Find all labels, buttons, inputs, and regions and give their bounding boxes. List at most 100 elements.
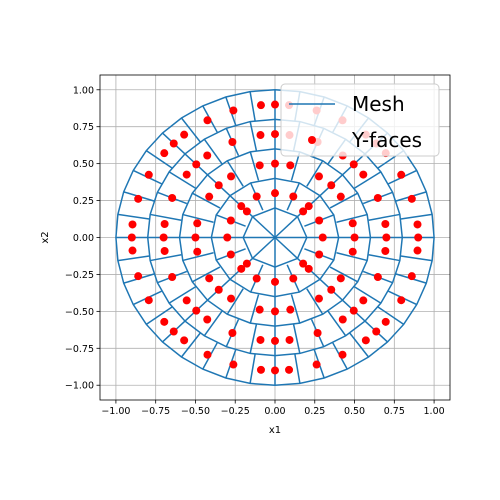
mesh-spoke <box>249 324 258 354</box>
y-faces-point <box>381 220 390 229</box>
mesh-spoke <box>180 332 201 358</box>
y-faces-point <box>160 246 169 255</box>
y-faces-point <box>252 192 261 201</box>
y-faces-point <box>414 233 423 242</box>
y-faces-point <box>160 317 169 326</box>
y-faces-point <box>205 274 214 283</box>
y-faces-point <box>237 202 246 211</box>
y-faces-point <box>237 264 246 273</box>
y-faces-point <box>348 219 357 228</box>
y-faces-point <box>327 285 336 294</box>
x-tick-label: 1.00 <box>424 406 445 417</box>
y-faces-point <box>397 296 406 305</box>
y-faces-point <box>397 170 406 179</box>
mesh-spoke <box>274 236 299 259</box>
mesh-spoke <box>290 294 301 324</box>
y-faces-point <box>299 207 308 216</box>
y-faces-point <box>289 192 298 201</box>
y-faces-point <box>361 336 370 345</box>
y-faces-point <box>271 100 279 109</box>
axis-ticks: −1.00 −0.75 −0.50 −0.25 0.00 0.25 0.50 0.75 1.00… <box>65 85 445 417</box>
mesh-spoke <box>329 266 359 283</box>
y-faces-point <box>229 360 238 369</box>
y-faces-point <box>255 305 264 314</box>
y-faces-point <box>168 193 177 202</box>
y-faces-point <box>349 160 358 169</box>
y-faces-point <box>359 170 368 179</box>
mesh-spoke <box>306 160 324 187</box>
y-faces-point <box>271 130 279 139</box>
mesh-spoke <box>150 254 182 262</box>
y-faces-point <box>159 233 168 242</box>
y-faces-point <box>242 259 251 268</box>
y-faces-point <box>407 272 416 281</box>
y-faces-point <box>203 315 212 324</box>
y-faces-point <box>407 194 416 203</box>
mesh-spoke <box>203 138 223 165</box>
y-faces-point <box>229 106 238 115</box>
y-faces-point <box>359 296 368 305</box>
y-faces-point <box>271 366 279 375</box>
y-faces-point <box>271 159 279 168</box>
y-faces-point <box>413 246 422 255</box>
mesh-spoke <box>400 255 433 262</box>
mesh-spoke <box>117 255 150 262</box>
x-tick-label: −0.50 <box>181 406 210 417</box>
mesh-spoke <box>336 213 368 223</box>
y-faces-point <box>242 207 251 216</box>
x-tick-label: 0.25 <box>304 406 325 417</box>
y-faces-point <box>336 192 345 201</box>
y-faces-point <box>327 181 336 190</box>
y-faces-point <box>203 116 212 125</box>
y-faces-point <box>226 216 235 225</box>
y-faces-point <box>134 272 143 281</box>
y-faces-point <box>336 274 345 283</box>
y-faces-point <box>182 170 191 179</box>
mesh-spoke <box>117 213 150 220</box>
x-tick-label: −0.75 <box>141 406 170 417</box>
mesh-spoke <box>191 266 221 283</box>
y-faces-point <box>256 131 265 140</box>
y-faces-point <box>160 220 169 229</box>
legend-yfaces-swatch <box>308 136 316 144</box>
y-faces-point <box>373 193 382 202</box>
y-faces-point <box>228 329 237 338</box>
y-faces-point <box>144 296 153 305</box>
y-faces-point <box>191 233 200 242</box>
y-faces-point <box>285 335 294 344</box>
y-faces-point <box>182 296 191 305</box>
y-faces-point <box>413 220 422 229</box>
mesh-spoke <box>226 160 244 187</box>
mesh-spoke <box>274 216 299 239</box>
mesh-spoke <box>306 288 324 315</box>
mesh-spoke <box>400 213 433 220</box>
y-faces-point <box>255 161 264 170</box>
mesh-spoke <box>182 252 214 262</box>
y-tick-label: 0.50 <box>73 159 94 170</box>
mesh-spoke <box>327 310 347 337</box>
mesh-spoke <box>353 171 382 189</box>
y-faces-point <box>227 172 236 181</box>
y-tick-label: 0.25 <box>73 196 94 207</box>
x-tick-label: −0.25 <box>221 406 250 417</box>
y-faces-point <box>203 151 212 160</box>
y-tick-label: 1.00 <box>73 85 94 96</box>
y-faces-point <box>382 233 391 242</box>
x-tick-label: 0.50 <box>344 406 365 417</box>
y-faces-point <box>381 246 390 255</box>
mesh-spoke <box>349 332 370 358</box>
y-faces-point <box>144 170 153 179</box>
mesh-spoke <box>191 192 221 209</box>
y-faces-point <box>314 172 323 181</box>
x-tick-label: −1.00 <box>101 406 130 417</box>
y-faces-point <box>193 247 202 256</box>
y-faces-point <box>314 294 323 303</box>
y-faces-point <box>313 329 322 338</box>
y-tick-label: 0.00 <box>73 233 94 244</box>
y-faces-point <box>128 246 137 255</box>
y-faces-point <box>127 233 136 242</box>
y-faces-point <box>192 306 201 315</box>
mesh-spoke <box>251 236 276 259</box>
mesh-spoke <box>203 310 223 337</box>
